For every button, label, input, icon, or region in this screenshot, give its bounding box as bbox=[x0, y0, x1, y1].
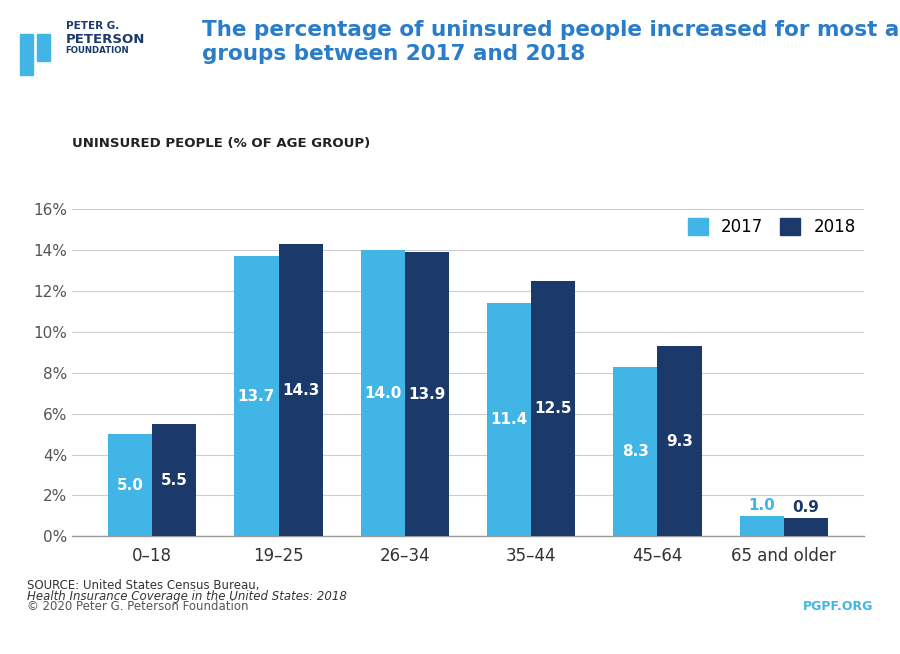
Bar bbox=[361, 250, 405, 536]
Text: The percentage of uninsured people increased for most age
groups between 2017 an: The percentage of uninsured people incre… bbox=[202, 20, 900, 65]
Bar bbox=[784, 518, 828, 536]
Text: 0.9: 0.9 bbox=[793, 500, 819, 515]
Text: Health Insurance Coverage in the United States: 2018: Health Insurance Coverage in the United … bbox=[27, 590, 346, 603]
Legend: 2017, 2018: 2017, 2018 bbox=[688, 218, 856, 236]
Bar bbox=[658, 346, 702, 536]
Bar bbox=[278, 244, 323, 536]
Text: FOUNDATION: FOUNDATION bbox=[66, 46, 130, 55]
Bar bbox=[487, 303, 531, 536]
Text: 14.3: 14.3 bbox=[282, 383, 320, 398]
Text: PETER G.: PETER G. bbox=[66, 21, 119, 31]
Text: SOURCE: United States Census Bureau,: SOURCE: United States Census Bureau, bbox=[27, 579, 263, 592]
Text: 8.3: 8.3 bbox=[622, 444, 649, 459]
Text: © 2020 Peter G. Peterson Foundation: © 2020 Peter G. Peterson Foundation bbox=[27, 600, 248, 613]
Text: 13.9: 13.9 bbox=[409, 387, 446, 402]
Bar bbox=[37, 34, 50, 61]
Text: 11.4: 11.4 bbox=[491, 412, 527, 427]
Bar bbox=[740, 516, 784, 536]
Text: PETERSON: PETERSON bbox=[66, 33, 145, 46]
Bar bbox=[20, 34, 33, 75]
Text: 9.3: 9.3 bbox=[666, 434, 693, 449]
Text: 1.0: 1.0 bbox=[748, 498, 775, 513]
Bar bbox=[108, 434, 152, 536]
Text: PGPF.ORG: PGPF.ORG bbox=[803, 600, 873, 613]
Text: 12.5: 12.5 bbox=[535, 401, 572, 416]
Text: 5.5: 5.5 bbox=[161, 473, 188, 488]
Text: UNINSURED PEOPLE (% OF AGE GROUP): UNINSURED PEOPLE (% OF AGE GROUP) bbox=[72, 137, 370, 150]
Text: 13.7: 13.7 bbox=[238, 388, 275, 404]
Bar bbox=[234, 256, 278, 536]
Bar bbox=[613, 367, 658, 536]
Bar bbox=[405, 252, 449, 536]
Text: 5.0: 5.0 bbox=[117, 477, 143, 492]
Bar bbox=[531, 281, 575, 536]
Text: 14.0: 14.0 bbox=[364, 386, 401, 401]
Bar bbox=[152, 424, 196, 536]
